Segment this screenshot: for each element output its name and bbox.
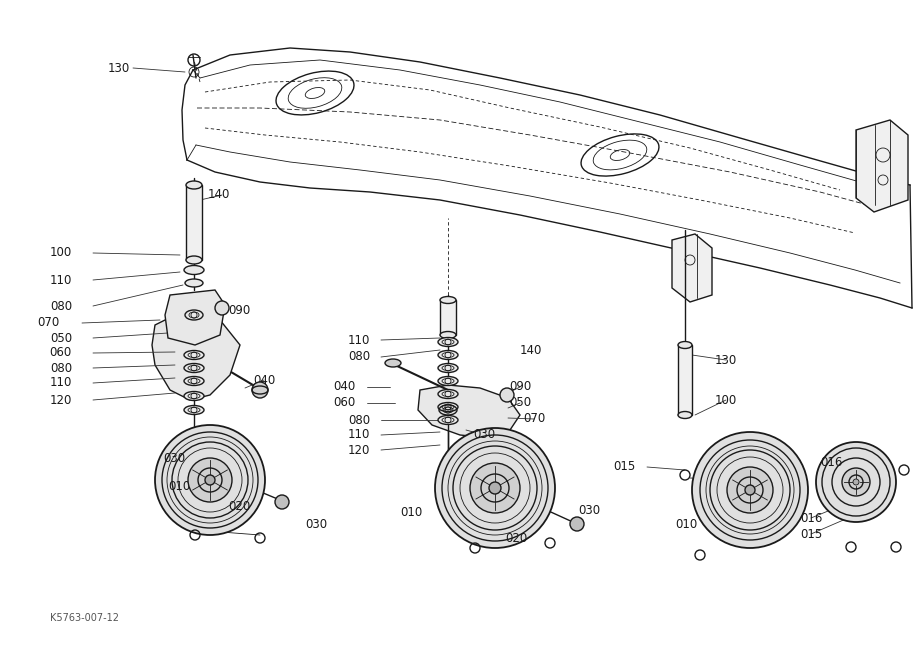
Ellipse shape	[385, 359, 401, 367]
Ellipse shape	[678, 412, 692, 418]
Text: 070: 070	[523, 412, 545, 426]
Circle shape	[188, 458, 232, 502]
Text: 060: 060	[334, 396, 356, 410]
Circle shape	[470, 463, 520, 513]
Ellipse shape	[440, 297, 456, 303]
Text: 110: 110	[50, 273, 72, 287]
Text: 100: 100	[50, 247, 72, 259]
Text: 140: 140	[520, 344, 542, 356]
Circle shape	[205, 475, 215, 485]
Text: 010: 010	[168, 480, 190, 494]
Ellipse shape	[184, 376, 204, 386]
Polygon shape	[165, 290, 225, 345]
Ellipse shape	[438, 416, 458, 424]
Text: 140: 140	[208, 189, 231, 201]
Ellipse shape	[438, 376, 458, 386]
Circle shape	[745, 485, 755, 495]
Ellipse shape	[438, 390, 458, 398]
Ellipse shape	[184, 350, 204, 360]
Text: 020: 020	[228, 500, 250, 512]
Text: 100: 100	[715, 394, 737, 406]
Text: 010: 010	[400, 506, 422, 518]
Circle shape	[489, 482, 501, 494]
Circle shape	[842, 468, 870, 496]
Circle shape	[275, 495, 289, 509]
Ellipse shape	[184, 406, 204, 414]
Text: 030: 030	[473, 428, 495, 442]
Ellipse shape	[184, 265, 204, 275]
Text: 040: 040	[253, 374, 276, 386]
Ellipse shape	[184, 364, 204, 372]
Text: 030: 030	[163, 452, 185, 466]
Text: 015: 015	[614, 460, 636, 474]
Text: K5763-007-12: K5763-007-12	[50, 613, 119, 623]
Text: 080: 080	[348, 350, 370, 364]
Text: 110: 110	[347, 428, 370, 442]
Circle shape	[727, 467, 773, 513]
Polygon shape	[440, 300, 456, 335]
Ellipse shape	[186, 256, 202, 264]
Ellipse shape	[678, 342, 692, 348]
Circle shape	[215, 301, 229, 315]
Ellipse shape	[185, 279, 203, 287]
Text: 130: 130	[108, 61, 130, 75]
Text: 080: 080	[50, 299, 72, 313]
Text: 010: 010	[675, 518, 698, 530]
Text: 020: 020	[505, 532, 528, 544]
Circle shape	[816, 442, 896, 522]
Ellipse shape	[438, 350, 458, 360]
Circle shape	[252, 382, 268, 398]
Text: 060: 060	[50, 346, 72, 360]
Circle shape	[692, 432, 808, 548]
Text: 030: 030	[578, 504, 600, 516]
Ellipse shape	[438, 338, 458, 346]
Circle shape	[155, 425, 265, 535]
Ellipse shape	[186, 181, 202, 189]
Text: 110: 110	[347, 334, 370, 346]
Polygon shape	[186, 185, 202, 260]
Circle shape	[853, 479, 859, 485]
Text: 110: 110	[50, 376, 72, 390]
Polygon shape	[672, 234, 712, 302]
Polygon shape	[418, 385, 520, 438]
Text: 040: 040	[334, 380, 356, 394]
Ellipse shape	[438, 402, 458, 412]
Polygon shape	[152, 315, 240, 400]
Ellipse shape	[440, 331, 456, 338]
Text: 016: 016	[800, 512, 823, 524]
Circle shape	[570, 517, 584, 531]
Text: 015: 015	[800, 528, 823, 540]
Text: 080: 080	[50, 362, 72, 374]
Text: 090: 090	[228, 303, 250, 317]
Ellipse shape	[438, 364, 458, 372]
Text: 050: 050	[50, 331, 72, 344]
Text: 120: 120	[50, 394, 72, 406]
Polygon shape	[678, 345, 692, 415]
Text: 120: 120	[347, 444, 370, 456]
Polygon shape	[856, 120, 908, 212]
Circle shape	[500, 388, 514, 402]
Text: 030: 030	[305, 518, 327, 530]
Text: 016: 016	[820, 456, 843, 468]
Text: 090: 090	[509, 380, 531, 394]
Ellipse shape	[184, 392, 204, 400]
Text: 070: 070	[38, 317, 60, 329]
Text: 080: 080	[348, 414, 370, 426]
Circle shape	[435, 428, 555, 548]
Text: 130: 130	[715, 354, 737, 366]
Text: 050: 050	[509, 396, 531, 410]
